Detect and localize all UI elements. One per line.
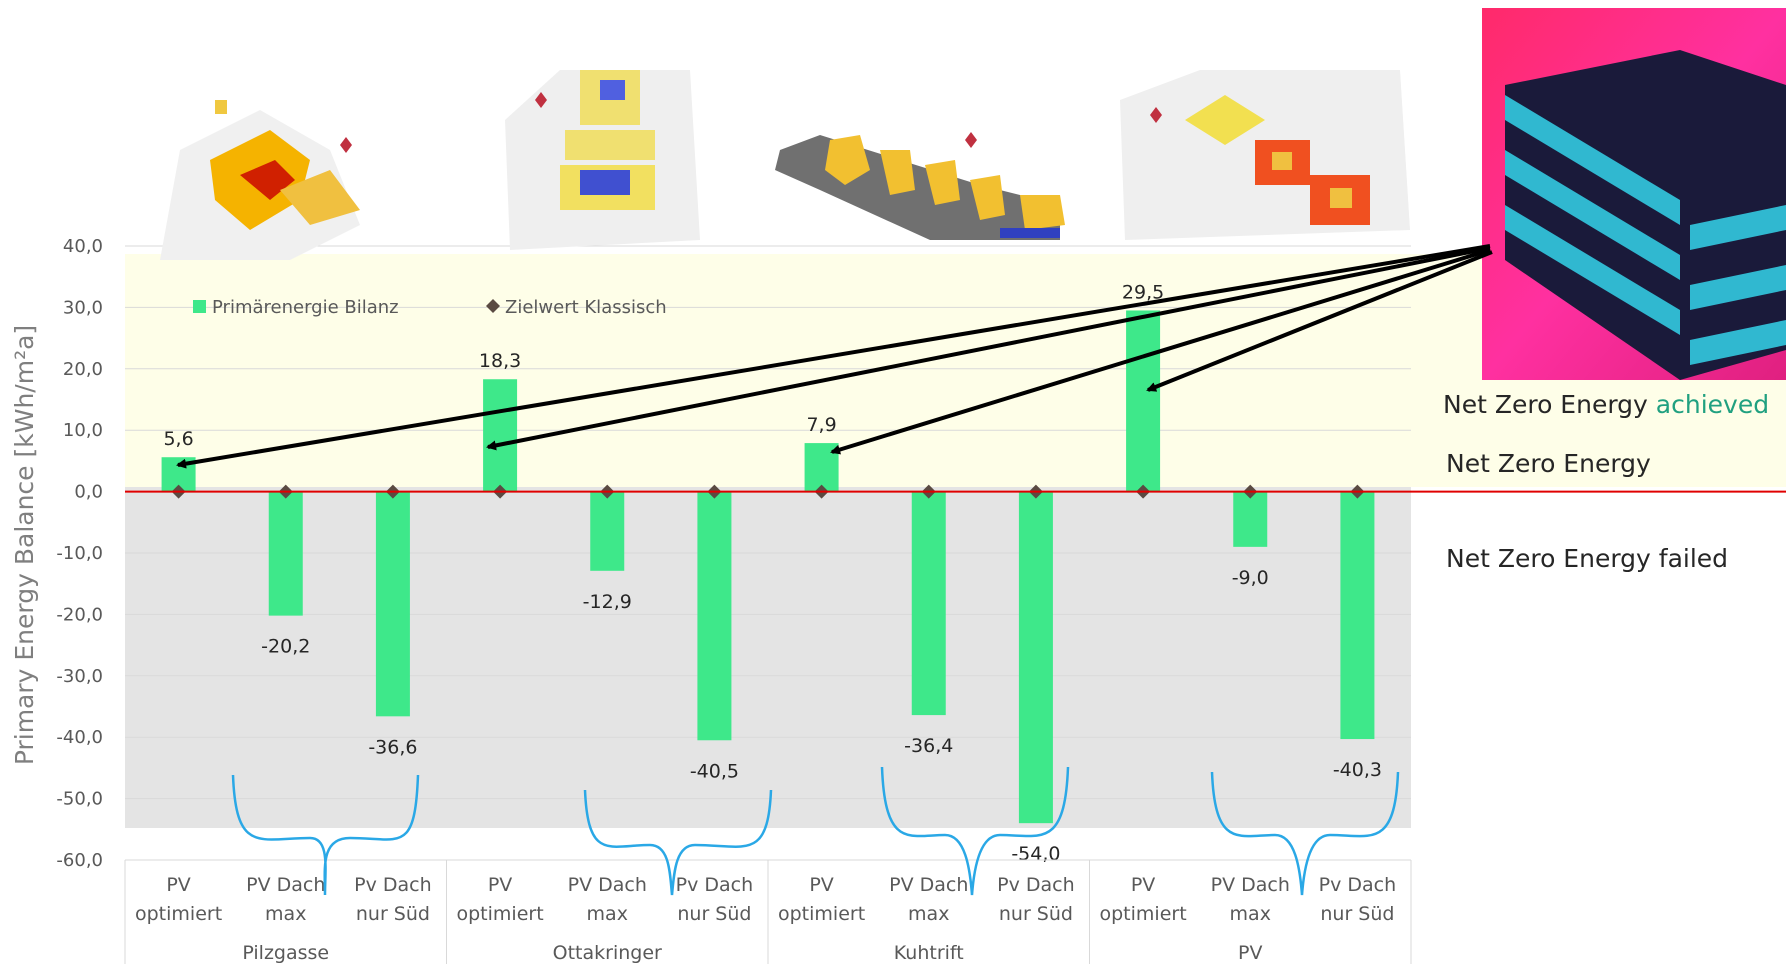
data-label: 29,5: [1122, 281, 1164, 303]
bar: [483, 379, 518, 492]
y-tick-label: -60,0: [56, 850, 103, 871]
legend-marker-zielwert: [486, 299, 500, 313]
group-label: Pilzgasse: [242, 942, 329, 964]
bar: [697, 491, 732, 741]
arrow-to-kuhtrift: [830, 248, 1491, 455]
category-label: optimiert: [1100, 903, 1187, 925]
zone-label-failed: Net Zero Energy failed: [1446, 544, 1728, 573]
y-axis-label: Primary Energy Balance [kWh/m²a]: [10, 325, 39, 765]
category-label: PV: [1131, 874, 1155, 896]
y-tick-label: -20,0: [56, 604, 103, 625]
category-label: max: [1230, 903, 1271, 925]
data-label: 7,9: [806, 414, 836, 436]
y-tick-label: -30,0: [56, 666, 103, 687]
category-label: nur Süd: [356, 903, 430, 925]
category-label: Pv Dach: [354, 874, 432, 896]
y-tick-labels: 40,0 30,0 20,0 10,0 0,0 -10,0 -20,0 -30,0 -40,0 -…: [56, 236, 103, 871]
building-image-kuhtrift: [775, 132, 1065, 240]
data-label: -40,5: [690, 760, 739, 782]
category-label: max: [265, 903, 306, 925]
data-label: 18,3: [479, 350, 521, 372]
y-tick-label: -10,0: [56, 543, 103, 564]
category-label: nur Süd: [677, 903, 751, 925]
failed-zone: [125, 487, 1411, 828]
y-tick-label: 40,0: [63, 236, 103, 257]
building-image-ottakringer: [505, 70, 700, 250]
arrow-to-ottakringer: [486, 246, 1491, 451]
category-label: PV Dach: [246, 874, 325, 896]
group-label: Kuhtrift: [894, 942, 964, 964]
category-axis: PV optimiert PV Dach max Pv Dach nur Süd Pilzg…: [124, 859, 1412, 964]
bar: [911, 491, 946, 716]
category-label: optimiert: [778, 903, 865, 925]
data-label: -36,6: [368, 736, 417, 758]
y-tick-label: 20,0: [63, 359, 103, 380]
category-label: PV Dach: [568, 874, 647, 896]
category-label: PV Dach: [889, 874, 968, 896]
y-tick-label: 30,0: [63, 297, 103, 318]
brace-pv: [1210, 771, 1400, 896]
thermal-image: [1482, 8, 1786, 380]
y-tick-label: 0,0: [74, 482, 103, 503]
data-label: -54,0: [1011, 843, 1060, 865]
data-label: -12,9: [583, 591, 632, 613]
y-tick-label: -50,0: [56, 789, 103, 810]
group-label: Ottakringer: [553, 942, 662, 964]
category-label: Pv Dach: [1319, 874, 1397, 896]
category-label: Pv Dach: [676, 874, 754, 896]
brace-ottakringer: [583, 789, 773, 896]
zone-label-achieved: Net Zero Energy achieved: [1443, 390, 1769, 419]
category-label: max: [587, 903, 628, 925]
brace-kuhtrift: [880, 766, 1070, 896]
bar: [1018, 491, 1053, 824]
category-label: max: [908, 903, 949, 925]
zone-label-line: Net Zero Energy: [1446, 449, 1651, 478]
bar: [375, 491, 410, 717]
bar: [1233, 491, 1268, 547]
arrow-to-pilzgasse: [176, 244, 1491, 469]
legend-swatch-bilanz: [193, 300, 206, 313]
category-label: nur Süd: [999, 903, 1073, 925]
data-label: -20,2: [261, 636, 310, 658]
group-braces: [231, 766, 1400, 896]
category-label: PV: [166, 874, 190, 896]
building-image-pilzgasse: [160, 100, 360, 260]
legend-label-zielwert: Zielwert Klassisch: [505, 297, 667, 318]
data-label: -36,4: [904, 735, 953, 757]
bar: [1126, 310, 1161, 492]
category-label: PV: [809, 874, 833, 896]
category-label: Pv Dach: [997, 874, 1075, 896]
brace-pilzgasse: [231, 774, 420, 896]
data-label: -9,0: [1232, 567, 1269, 589]
category-label: optimiert: [457, 903, 544, 925]
legend: Primärenergie Bilanz Zielwert Klassisch: [193, 297, 667, 318]
building-image-pv: [1120, 70, 1410, 240]
data-label: 5,6: [163, 428, 193, 450]
category-label: nur Süd: [1320, 903, 1394, 925]
y-tick-label: -40,0: [56, 727, 103, 748]
category-label: PV: [488, 874, 512, 896]
bar: [1340, 491, 1375, 740]
y-tick-label: 10,0: [63, 420, 103, 441]
arrow-to-pv: [1146, 250, 1493, 392]
bar: [590, 491, 625, 571]
category-label: PV Dach: [1211, 874, 1290, 896]
group-label: PV: [1238, 942, 1262, 964]
annotation-arrows: [176, 244, 1493, 469]
category-label: optimiert: [135, 903, 222, 925]
data-label: -40,3: [1333, 759, 1382, 781]
legend-label-bilanz: Primärenergie Bilanz: [212, 297, 399, 318]
bar: [268, 491, 303, 616]
